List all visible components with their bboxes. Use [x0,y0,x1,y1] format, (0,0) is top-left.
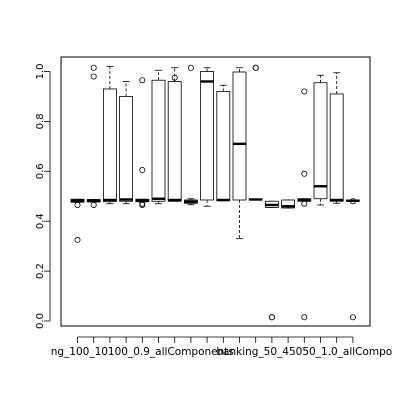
outlier-point [301,88,308,95]
box-group-3 [103,66,117,205]
box-group-4 [119,81,133,205]
outlier-point [90,64,97,71]
outlier-point [90,73,97,80]
x-axis: ng_100_10100_0.9_allComponentsbanking_50… [51,336,392,358]
box-group-13 [264,200,279,321]
outlier-point [301,170,308,177]
box-group-1 [70,198,85,243]
box-group-9 [200,67,215,207]
box [281,199,296,209]
box-group-11 [232,67,247,240]
y-tick-label: 0.2 [35,263,46,279]
box [329,93,344,202]
outlier-point [301,314,308,321]
boxes-layer [70,64,360,321]
box-group-16 [313,74,328,206]
box-group-6 [151,69,166,205]
outlier-point [139,167,146,174]
y-axis: 0.0 0.2 0.4 0.6 0.8 1.0 [35,64,51,329]
box-group-5 [135,77,150,208]
plot-frame [60,56,371,327]
y-tick-label: 0.4 [35,213,46,229]
outlier-point [139,77,146,84]
outlier-point [90,201,97,208]
x-tick-label: banking_50_45050_1.0_allCompo [216,346,392,358]
box-group-14 [281,199,296,209]
box-group-7 [167,67,182,202]
y-tick-label: 0.6 [35,163,46,179]
box-group-15 [297,88,312,321]
box [313,82,328,200]
box [151,79,166,202]
y-tick-label: 1.0 [35,64,46,80]
box [103,88,117,203]
box [167,81,182,202]
box [200,71,215,201]
box [216,91,231,202]
y-tick-label: 0.0 [35,313,46,329]
box-group-8 [183,64,198,206]
outlier-point [187,64,194,71]
box [232,71,247,201]
box-group-17 [329,72,344,204]
outlier-point [252,64,259,71]
outlier-point [74,201,81,208]
x-tick-label: ng_100_10100_0.9_allComponents [51,346,234,358]
outlier-point [139,201,146,208]
box-group-2 [86,64,101,208]
outlier-point [349,198,356,205]
outlier-point [349,314,356,321]
outlier-point [268,314,275,321]
box-group-10 [216,84,231,202]
outlier-point [171,74,178,81]
box-group-18 [345,198,360,321]
outlier-point [74,236,81,243]
outlier-point [301,200,308,207]
y-tick-label: 0.8 [35,113,46,129]
box [119,96,133,202]
box-group-12 [248,64,263,201]
